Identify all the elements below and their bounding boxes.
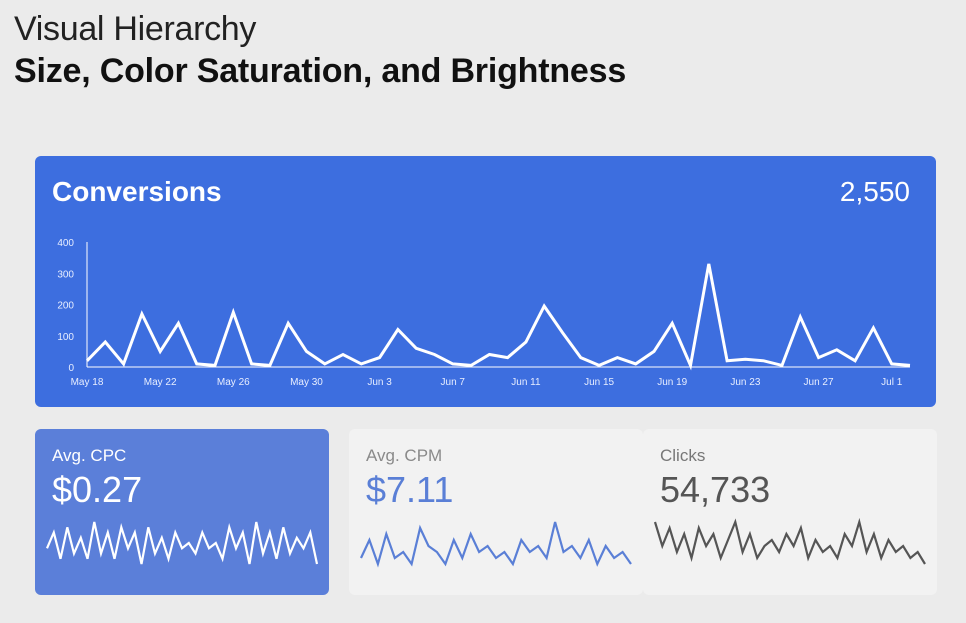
y-tick-label: 0: [68, 363, 74, 374]
y-tick-label: 300: [57, 269, 74, 280]
conversions-card[interactable]: 0 100 200 300 400 May 18 May 22 May 26 May 30 Jun…: [35, 156, 936, 407]
x-tick-label: May 18: [71, 377, 104, 388]
x-tick-label: Jul 1: [881, 377, 903, 388]
x-tick-label: Jun 7: [441, 377, 466, 388]
sparkline-series: [360, 521, 632, 568]
x-tick-label: May 22: [144, 377, 177, 388]
conversions-series-line: [85, 263, 911, 371]
avg-cpc-card[interactable]: Avg. CPC $0.27: [35, 429, 329, 595]
y-tick-label: 400: [57, 238, 74, 249]
y-tick-label: 200: [57, 301, 74, 312]
avg-cpm-value: $7.11: [366, 469, 454, 510]
clicks-sparkline: [653, 517, 926, 565]
y-tick-label: 100: [57, 332, 74, 343]
clicks-value: 54,733: [660, 469, 771, 510]
sparkline-series: [45, 521, 319, 565]
x-tick-label: Jun 27: [804, 377, 834, 388]
x-tick-label: Jun 19: [657, 377, 687, 388]
x-tick-label: May 26: [217, 377, 250, 388]
x-tick-label: Jun 3: [367, 377, 392, 388]
avg-cpc-sparkline: [45, 521, 319, 565]
conversions-total: 2,550: [839, 176, 910, 207]
x-tick-label: Jun 23: [730, 377, 760, 388]
x-tick-label: Jun 11: [511, 377, 541, 388]
avg-cpm-label: Avg. CPM: [366, 446, 443, 465]
page-title: Visual Hierarchy: [14, 10, 257, 48]
conversions-title: Conversions: [52, 176, 222, 207]
clicks-label: Clicks: [660, 446, 706, 465]
avg-cpc-label: Avg. CPC: [52, 446, 127, 465]
x-tick-label: Jun 15: [584, 377, 614, 388]
avg-cpc-value: $0.27: [52, 469, 143, 510]
page-subtitle: Size, Color Saturation, and Brightness: [14, 52, 627, 90]
avg-cpm-card[interactable]: Avg. CPM $7.11: [349, 429, 643, 595]
avg-cpm-sparkline: [360, 521, 632, 568]
conversions-chart: 0 100 200 300 400 May 18 May 22 May 26 May 30 Jun…: [57, 238, 911, 388]
sparkline-series: [653, 517, 926, 565]
clicks-card[interactable]: Clicks 54,733: [643, 429, 937, 595]
x-tick-label: May 30: [290, 377, 323, 388]
